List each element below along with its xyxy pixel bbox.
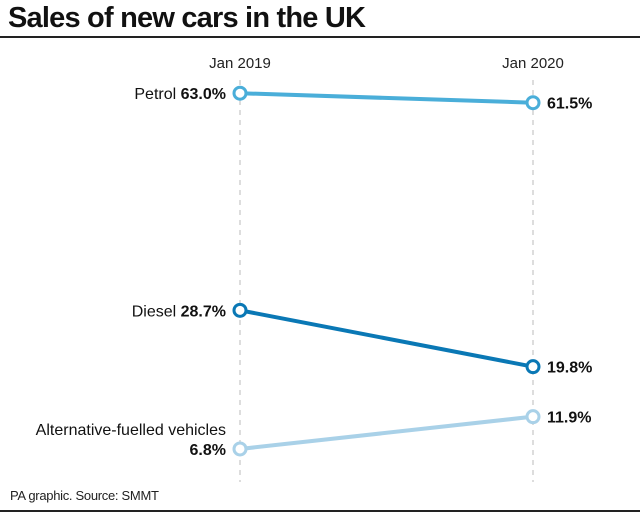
- value-label: 63.0%: [181, 86, 226, 103]
- series-line: [239, 91, 534, 105]
- value-label: 11.9%: [547, 410, 591, 427]
- series-line: [239, 308, 534, 369]
- value-label: 19.8%: [547, 360, 592, 377]
- series-label: Petrol 63.0%: [134, 86, 226, 103]
- title-rule: [0, 36, 640, 38]
- data-point: [525, 409, 541, 425]
- source-note: PA graphic. Source: SMMT: [10, 488, 159, 503]
- data-point: [232, 441, 248, 457]
- data-point: [232, 302, 248, 318]
- category-label: Jan 2019: [209, 55, 271, 72]
- value-label: 28.7%: [181, 303, 226, 320]
- series-name-label: Alternative-fuelled vehicles: [36, 422, 226, 439]
- value-label: 61.5%: [547, 96, 592, 113]
- series-line: [239, 414, 534, 451]
- data-point: [232, 85, 248, 101]
- data-point: [525, 359, 541, 375]
- bottom-rule: [0, 510, 640, 512]
- category-label: Jan 2020: [502, 55, 564, 72]
- series-name-label: Diesel: [132, 303, 181, 320]
- value-label: 6.8%: [190, 442, 226, 459]
- chart-title: Sales of new cars in the UK: [8, 2, 366, 34]
- data-point: [525, 95, 541, 111]
- series-label: Diesel 28.7%: [132, 303, 226, 320]
- series-name-label: Petrol: [134, 86, 180, 103]
